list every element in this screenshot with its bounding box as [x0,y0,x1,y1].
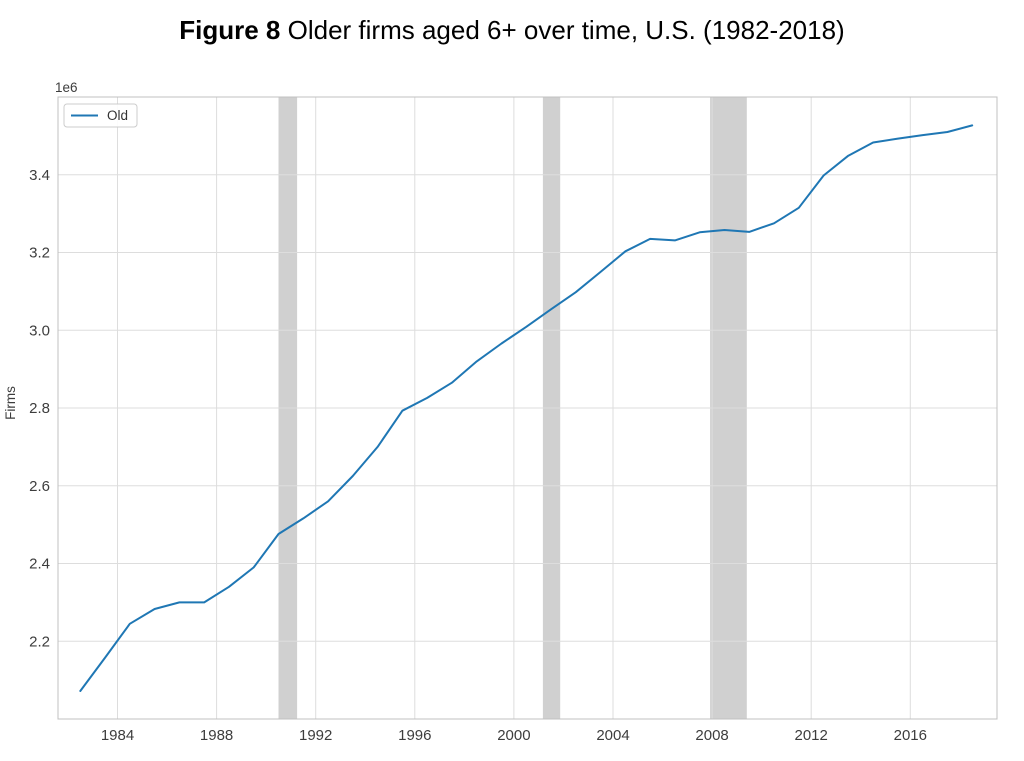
x-axis-tick-labels: 1984 1988 1992 1996 2000 2004 2008 2012 2016 [101,727,927,744]
x-tick-label: 2004 [596,727,629,744]
plot-border [57,96,998,720]
y-axis-offset-label: 1e6 [55,80,78,95]
y-tick-label: 3.0 [29,322,50,339]
y-tick-label: 2.6 [29,478,50,495]
gridlines [58,97,997,719]
y-axis-tick-labels: 2.2 2.4 2.6 2.8 3.0 3.2 3.4 [29,167,50,650]
x-tick-label: 1988 [200,727,233,744]
legend-entry-old: Old [107,108,128,123]
figure-number: Figure 8 [179,15,281,45]
legend-box [63,103,138,128]
y-axis-label: Firms [3,386,18,420]
x-tick-label: 2000 [497,727,530,744]
y-tick-label: 2.2 [29,633,50,650]
figure-title-text: Older firms aged 6+ over time, U.S. (198… [280,15,845,45]
y-tick-label: 3.4 [29,167,50,184]
y-tick-label: 2.4 [29,556,50,573]
legend: Old [63,103,138,128]
x-tick-label: 2008 [695,727,728,744]
y-tick-label: 2.8 [29,400,50,417]
x-tick-label: 1992 [299,727,332,744]
x-tick-label: 2012 [795,727,828,744]
series-line-old [79,124,974,692]
x-tick-label: 1984 [101,727,134,744]
x-tick-label: 2016 [894,727,927,744]
y-tick-label: 3.2 [29,245,50,262]
figure-title: Figure 8 Older firms aged 6+ over time, … [0,15,1024,46]
x-tick-label: 1996 [398,727,431,744]
